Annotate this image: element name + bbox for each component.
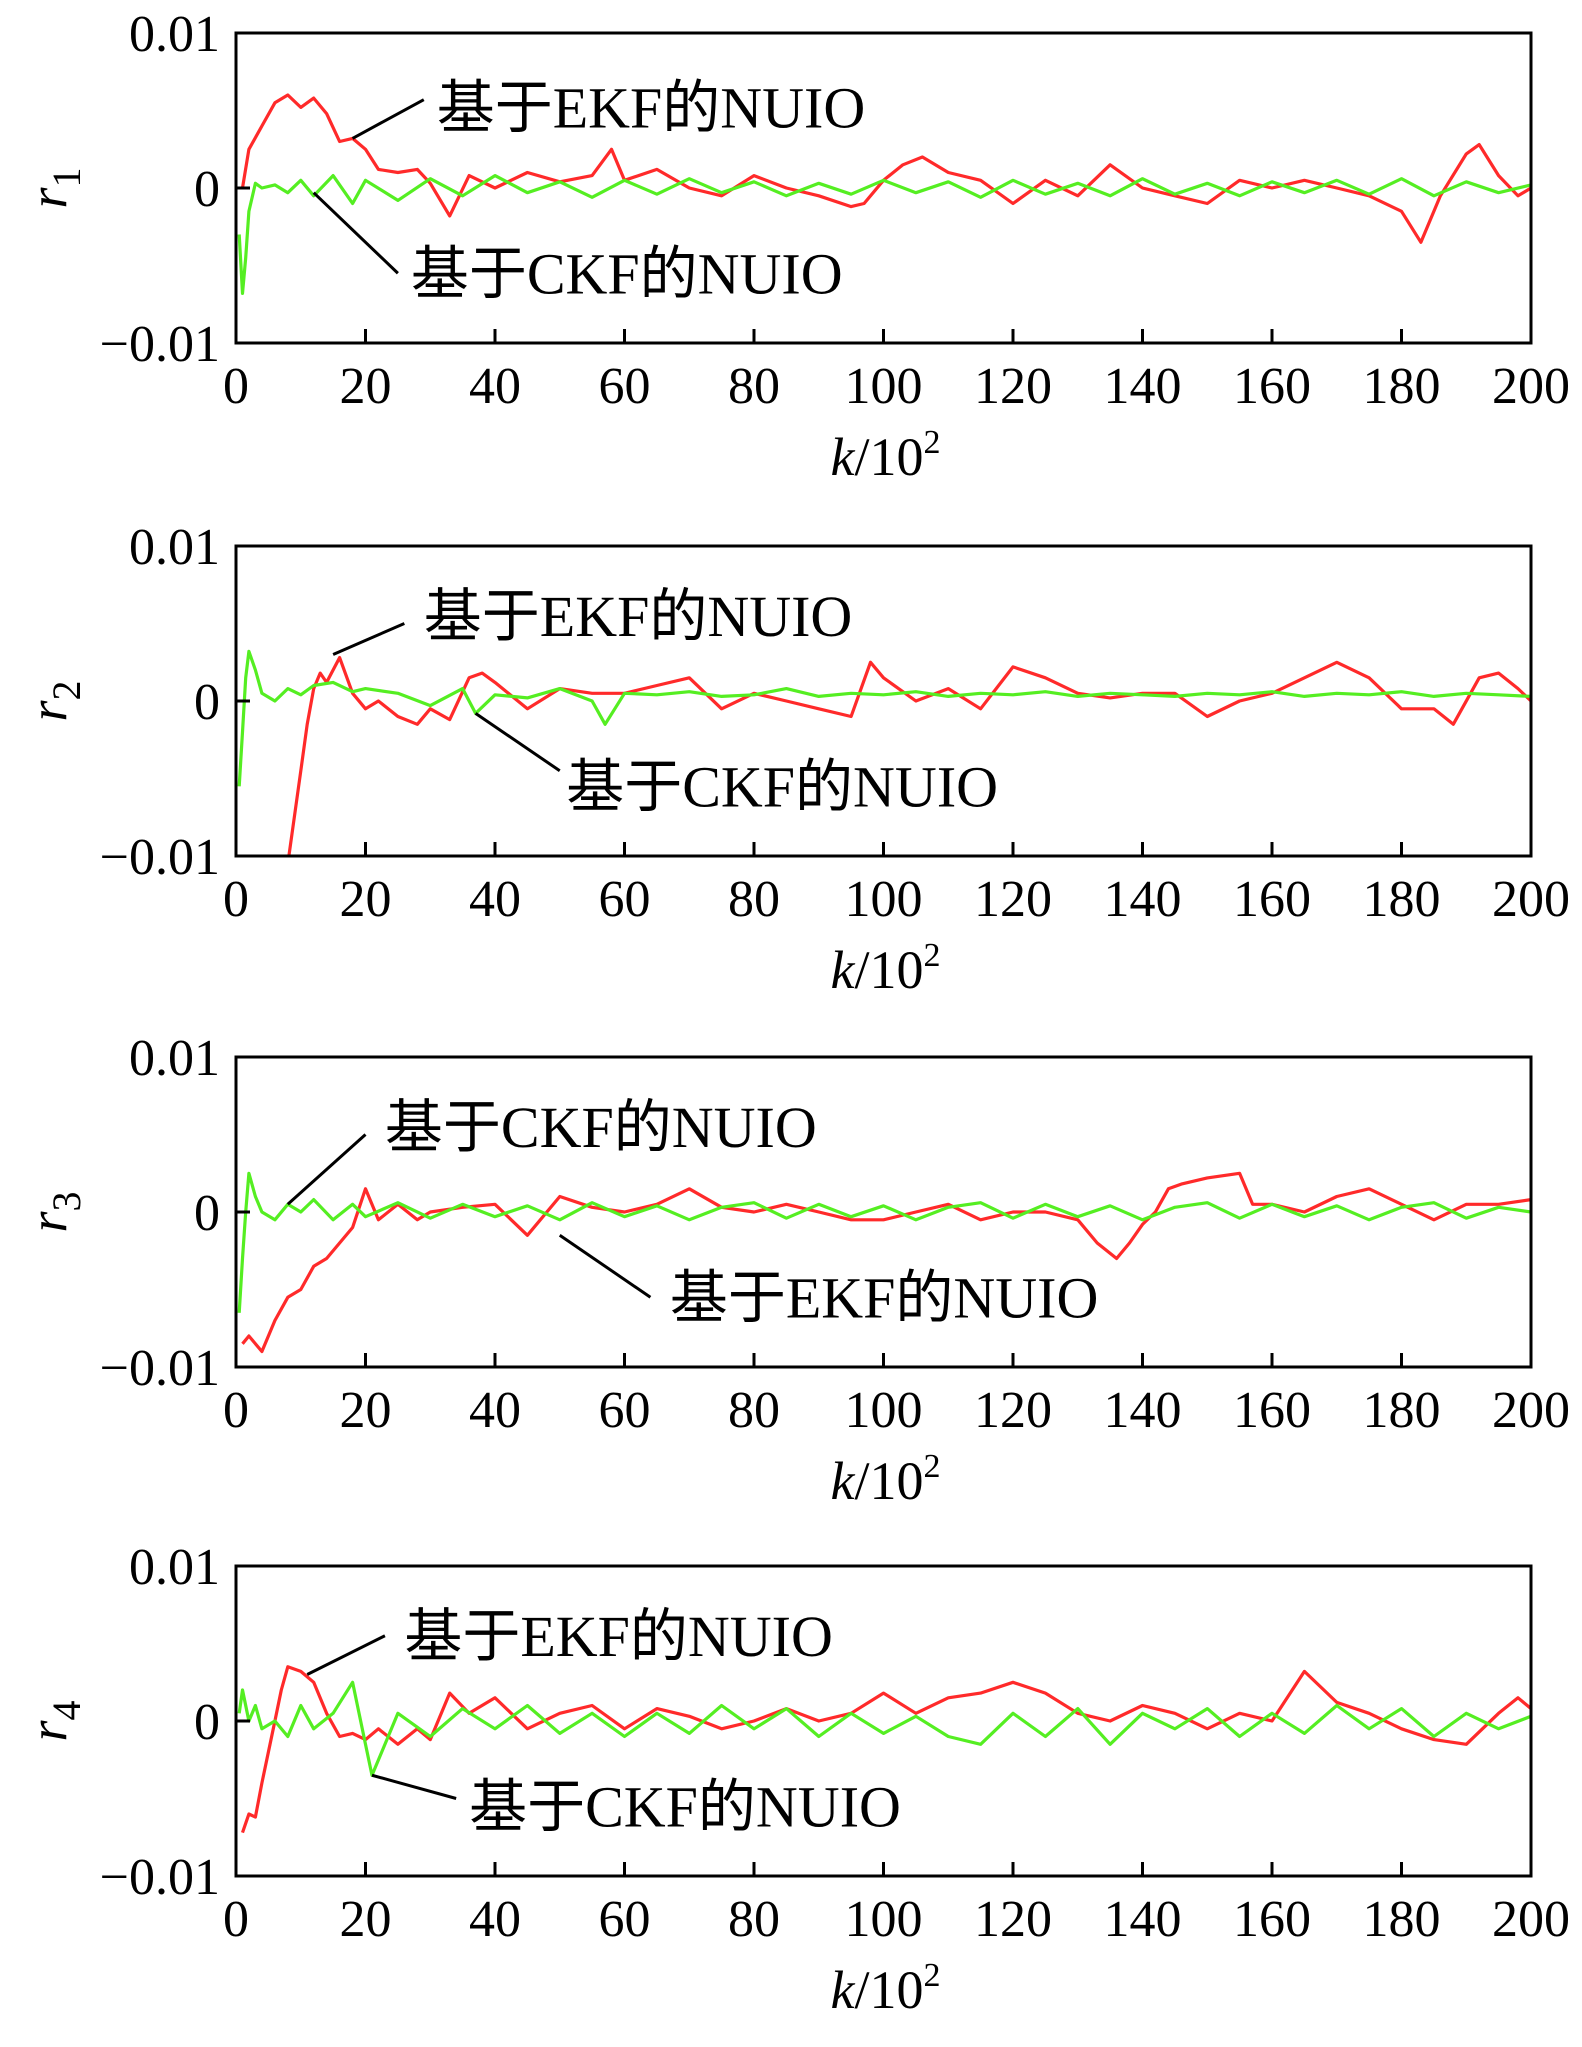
x-tick-label: 0: [223, 1382, 249, 1439]
series-line-ekf: [240, 1665, 1531, 1834]
x-tick-label: 40: [469, 358, 521, 415]
x-tick-label: 140: [1104, 871, 1182, 928]
annotation-leader: [286, 1133, 367, 1206]
x-tick-label: 60: [599, 358, 651, 415]
x-axis-label: k/102: [831, 1448, 941, 1511]
y-tick-label: −0.01: [100, 1340, 220, 1397]
x-tick-label: 140: [1104, 358, 1182, 415]
series-line-ekf: [241, 1171, 1531, 1354]
x-tick-label: 100: [845, 1891, 923, 1948]
y-tick-label: −0.01: [100, 1849, 220, 1906]
x-tick-label: 200: [1492, 1382, 1570, 1439]
x-tick-label: 120: [974, 1891, 1052, 1948]
x-tick-label: 60: [599, 871, 651, 928]
annotation-leader: [312, 191, 399, 275]
panel-r3: 0 20 40 60 80 100 120 140 160 180 2000.010−0.01r3k…: [18, 1030, 1570, 1511]
y-tick-label: 0: [194, 1185, 220, 1242]
y-tick-label: 0.01: [129, 1539, 220, 1596]
series-line-ekf: [287, 656, 1531, 856]
x-tick-label: 120: [974, 871, 1052, 928]
y-tick-label: 0: [194, 674, 220, 731]
annotation-leader: [351, 98, 425, 140]
x-tick-label: 140: [1104, 1891, 1182, 1948]
y-tick-label: 0: [194, 1694, 220, 1751]
x-tick-label: 0: [223, 871, 249, 928]
x-tick-label: 80: [728, 358, 780, 415]
x-tick-label: 180: [1363, 1382, 1441, 1439]
x-tick-label: 0: [223, 358, 249, 415]
x-tick-label: 160: [1233, 1382, 1311, 1439]
panel-r2: 0 20 40 60 80 100 120 140 160 180 2000.010−0.01r2k…: [18, 519, 1570, 1000]
x-tick-label: 200: [1492, 358, 1570, 415]
series-annotation: 基于EKF的NUIO: [437, 75, 866, 140]
y-tick-label: −0.01: [100, 316, 220, 373]
annotation-leader: [332, 622, 405, 656]
y-axis-label: r2: [18, 680, 89, 721]
x-tick-label: 140: [1104, 1382, 1182, 1439]
x-tick-label: 40: [469, 1891, 521, 1948]
series-annotation: 基于EKF的NUIO: [424, 584, 853, 649]
series-annotation: 基于EKF的NUIO: [670, 1265, 1099, 1330]
x-tick-label: 120: [974, 358, 1052, 415]
series-line-ckf: [237, 1171, 1531, 1313]
x-tick-label: 20: [340, 871, 392, 928]
annotation-leader: [558, 1234, 652, 1299]
x-tick-label: 80: [728, 871, 780, 928]
y-tick-label: 0: [194, 161, 220, 218]
series-annotation: 基于CKF的NUIO: [411, 241, 843, 306]
x-tick-label: 160: [1233, 871, 1311, 928]
x-tick-label: 180: [1363, 871, 1441, 928]
x-axis-label: k/102: [831, 1957, 941, 2020]
x-tick-label: 40: [469, 1382, 521, 1439]
x-tick-label: 180: [1363, 358, 1441, 415]
x-tick-label: 200: [1492, 871, 1570, 928]
x-axis-label: k/102: [831, 424, 941, 487]
series-annotation: 基于CKF的NUIO: [469, 1774, 901, 1839]
x-tick-label: 160: [1233, 358, 1311, 415]
series-annotation: 基于CKF的NUIO: [566, 754, 998, 819]
x-tick-label: 120: [974, 1382, 1052, 1439]
x-tick-label: 60: [599, 1891, 651, 1948]
series-annotation: 基于EKF的NUIO: [404, 1604, 833, 1669]
series-line-ckf: [237, 649, 1531, 787]
x-tick-label: 100: [845, 358, 923, 415]
panel-r4: 0 20 40 60 80 100 120 140 160 180 2000.010−0.01r4k…: [18, 1539, 1570, 2020]
y-axis-label: r4: [18, 1700, 89, 1741]
x-tick-label: 200: [1492, 1891, 1570, 1948]
x-tick-label: 80: [728, 1891, 780, 1948]
y-axis-label: r3: [18, 1191, 89, 1232]
x-tick-label: 100: [845, 1382, 923, 1439]
x-tick-label: 20: [340, 1382, 392, 1439]
x-axis-label: k/102: [831, 937, 941, 1000]
series-line-ekf: [240, 93, 1531, 244]
y-tick-label: 0.01: [129, 6, 220, 63]
x-tick-label: 0: [223, 1891, 249, 1948]
annotation-leader: [474, 712, 561, 772]
series-annotation: 基于CKF的NUIO: [385, 1095, 817, 1160]
series-line-ckf: [237, 174, 1531, 295]
x-tick-label: 40: [469, 871, 521, 928]
y-tick-label: −0.01: [100, 829, 220, 886]
x-tick-label: 80: [728, 1382, 780, 1439]
y-tick-label: 0.01: [129, 1030, 220, 1087]
x-tick-label: 60: [599, 1382, 651, 1439]
x-tick-label: 100: [845, 871, 923, 928]
y-axis-label: r1: [18, 167, 89, 208]
x-tick-label: 180: [1363, 1891, 1441, 1948]
panel-r1: 0 20 40 60 80 100 120 140 160 180 2000.010−0.01r1k…: [18, 6, 1570, 487]
annotation-leader: [371, 1773, 457, 1800]
annotation-leader: [306, 1634, 386, 1676]
x-tick-label: 20: [340, 358, 392, 415]
x-tick-label: 160: [1233, 1891, 1311, 1948]
series-line-ckf: [237, 1680, 1531, 1777]
y-tick-label: 0.01: [129, 519, 220, 576]
x-tick-label: 20: [340, 1891, 392, 1948]
